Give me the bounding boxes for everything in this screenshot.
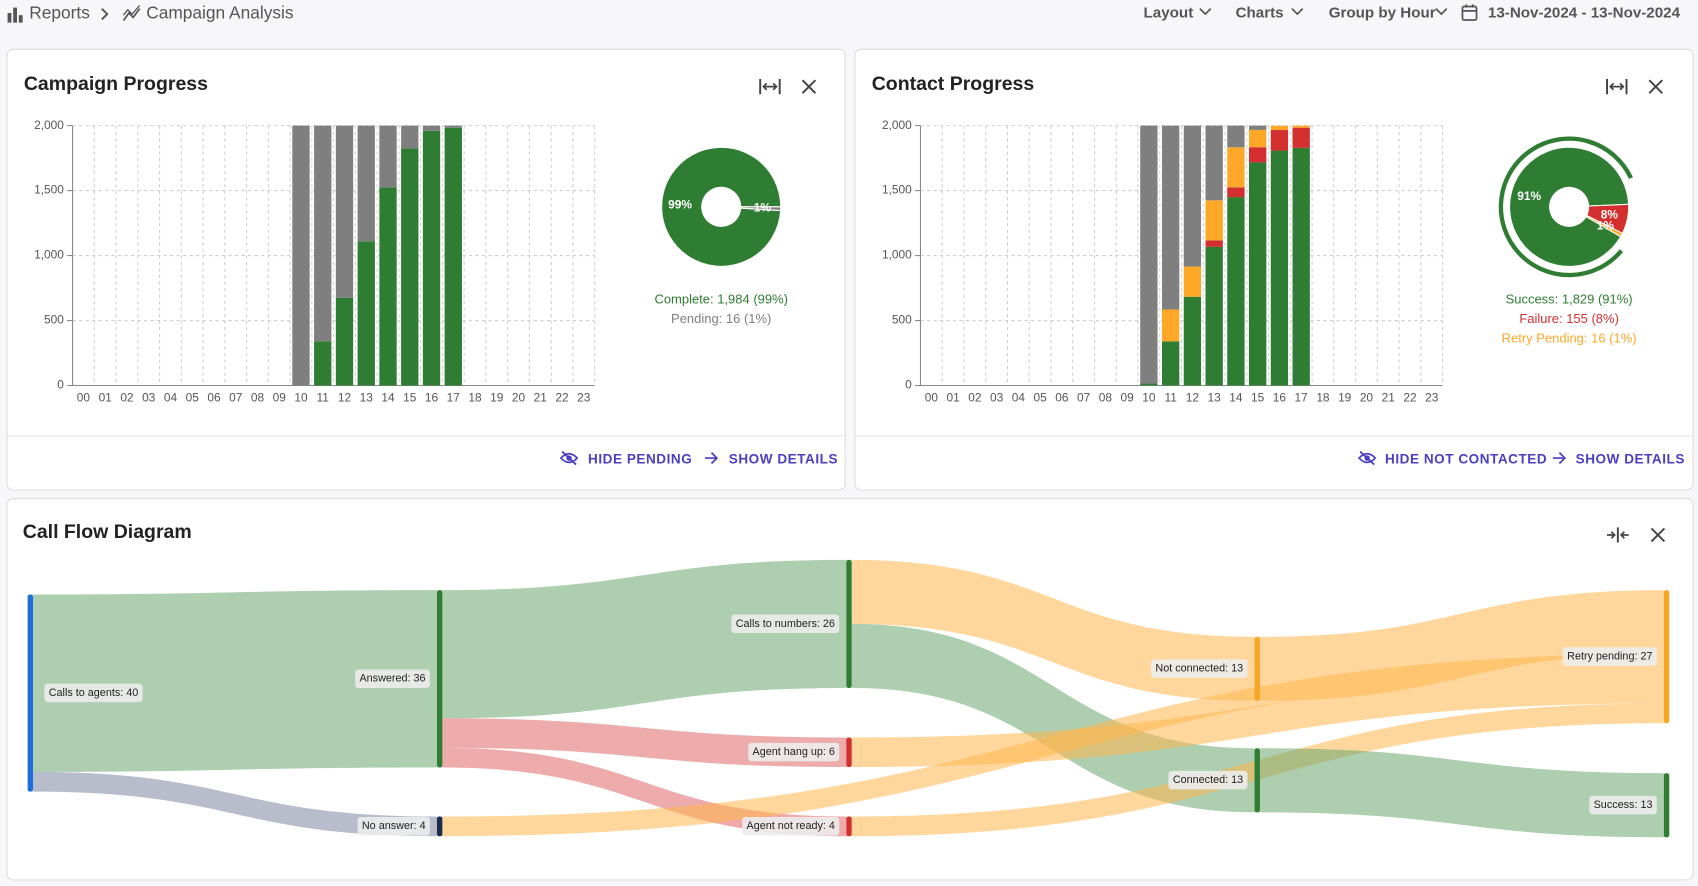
eye-off-icon [559,450,579,466]
arrow-icon [1552,452,1567,465]
expand-button[interactable] [758,78,782,95]
contact-progress-panel: Contact Progress HIDE NOT CONTACTED SHOW… [854,48,1694,491]
close-button[interactable] [801,79,817,94]
chevron-down [1291,8,1304,16]
group-by-menu[interactable]: Group by Hour [1328,3,1436,21]
campaign-progress-panel: Campaign Progress HIDE PENDING SHOW DETA… [6,48,846,491]
show-details-button[interactable]: SHOW DETAILS [728,451,839,467]
close-button[interactable] [1650,527,1666,543]
eye-off-icon [1357,450,1377,466]
breadcrumb-current: Campaign Analysis [146,4,294,23]
hide-pending-button[interactable]: HIDE PENDING [588,451,693,467]
chevron-down [1435,8,1448,16]
divider [7,435,845,437]
hide-not-contacted-button[interactable]: HIDE NOT CONTACTED [1385,451,1548,467]
breadcrumb-link[interactable]: Reports [29,4,90,23]
reports-icon [7,7,23,23]
panel-title: Campaign Progress [23,72,208,95]
chevron [101,7,109,21]
date-range[interactable]: 13-Nov-2024 - 13-Nov-2024 [1487,3,1681,21]
analysis-icon [122,4,141,22]
layout-menu[interactable]: Layout [1143,3,1194,21]
arrow-icon [704,452,719,465]
close-button[interactable] [1648,79,1663,94]
collapse-button[interactable] [1606,526,1630,543]
chevron-down [1199,8,1212,16]
calendar-icon [1461,4,1478,21]
show-details-button[interactable]: SHOW DETAILS [1575,451,1685,467]
charts-menu[interactable]: Charts [1235,3,1284,21]
call-flow-panel: Call Flow Diagram [6,498,1694,881]
divider [855,435,1693,437]
panel-title: Contact Progress [871,72,1035,95]
panel-title: Call Flow Diagram [22,520,192,543]
expand-button[interactable] [1605,78,1629,95]
